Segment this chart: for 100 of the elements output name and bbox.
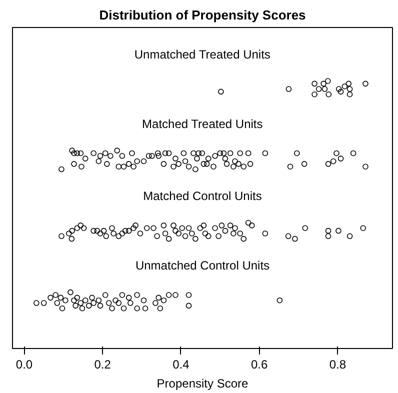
point: [245, 220, 252, 226]
point: [182, 233, 188, 240]
point: [150, 225, 156, 232]
point: [218, 222, 225, 228]
point: [97, 302, 104, 309]
point: [97, 230, 104, 236]
point: [186, 302, 192, 309]
point: [362, 80, 368, 87]
point: [346, 91, 353, 98]
point: [156, 294, 162, 301]
point: [170, 222, 176, 228]
point: [112, 297, 118, 304]
point: [78, 300, 84, 306]
point: [160, 297, 167, 304]
point: [40, 300, 47, 306]
point: [142, 305, 148, 312]
point: [172, 292, 178, 298]
series-label: Matched Control Units: [143, 189, 262, 204]
x-tick-label: 0.8: [329, 358, 346, 372]
point: [109, 305, 115, 312]
point: [186, 292, 192, 298]
point: [48, 294, 54, 301]
point: [134, 292, 140, 298]
point: [322, 86, 328, 92]
point: [74, 225, 80, 232]
point: [312, 80, 318, 87]
point: [96, 297, 102, 304]
point: [68, 236, 75, 242]
point: [360, 225, 366, 232]
point: [172, 228, 178, 234]
point: [157, 305, 164, 312]
point: [192, 236, 198, 242]
point: [59, 305, 66, 312]
point: [248, 222, 255, 228]
point: [120, 305, 127, 312]
point: [162, 230, 168, 236]
point: [80, 225, 87, 232]
point: [82, 297, 88, 304]
point: [62, 297, 68, 304]
point: [110, 230, 116, 236]
point: [72, 302, 78, 309]
point: [342, 83, 348, 90]
point: [154, 233, 160, 240]
point: [122, 228, 128, 234]
point: [232, 225, 238, 232]
series-label: Unmatched Control Units: [135, 258, 270, 273]
point: [316, 86, 322, 92]
point: [119, 292, 126, 298]
point: [262, 230, 268, 236]
point: [325, 233, 332, 240]
point: [197, 225, 204, 232]
point: [176, 230, 182, 236]
point: [89, 294, 95, 301]
x-tick-label: 0.6: [250, 358, 268, 372]
point: [134, 305, 140, 312]
point: [292, 236, 298, 242]
point: [78, 222, 84, 228]
point: [286, 86, 292, 92]
point: [126, 228, 132, 234]
point: [33, 300, 40, 306]
point: [326, 91, 332, 98]
point: [66, 230, 72, 236]
point: [68, 289, 74, 296]
point: [160, 222, 167, 228]
point: [86, 302, 92, 309]
point: [324, 78, 331, 84]
point: [79, 305, 86, 312]
point: [338, 88, 344, 95]
point: [346, 80, 352, 87]
point: [216, 233, 222, 240]
point: [106, 300, 112, 306]
point: [152, 300, 158, 306]
x-tick-label: 0.4: [172, 358, 190, 372]
point: [336, 86, 342, 92]
point: [102, 292, 108, 298]
point: [100, 228, 107, 234]
point: [58, 294, 64, 301]
point: [130, 225, 136, 232]
point: [240, 236, 247, 242]
point: [230, 230, 236, 236]
point: [179, 225, 186, 232]
point: [71, 297, 77, 304]
point: [137, 230, 144, 236]
point: [189, 230, 195, 236]
point: [144, 225, 150, 232]
point: [346, 86, 353, 92]
point: [90, 228, 96, 234]
point: [116, 300, 122, 306]
point: [52, 292, 58, 298]
point: [200, 222, 207, 228]
point: [336, 228, 342, 234]
point: [128, 300, 134, 306]
point: [109, 225, 115, 232]
text: Unmatched Treated Units: [134, 47, 270, 62]
point: [285, 233, 292, 240]
chart-title: Distribution of Propensity Scores: [99, 8, 306, 22]
series-label: Matched Treated Units: [142, 116, 263, 131]
point: [312, 91, 318, 98]
point: [116, 233, 122, 240]
point: [237, 230, 244, 236]
